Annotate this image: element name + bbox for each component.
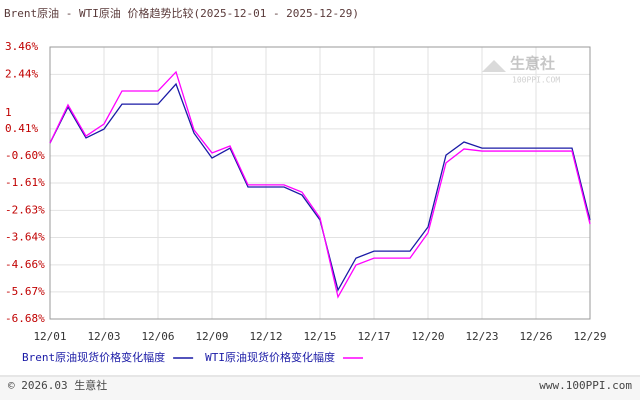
x-tick-label: 12/03 [87, 330, 120, 343]
y-tick-label: 1 [5, 106, 12, 119]
legend-label: WTI原油现货价格变化幅度 [205, 350, 335, 364]
x-tick-label: 12/26 [519, 330, 552, 343]
x-tick-label: 12/29 [573, 330, 606, 343]
y-tick-label: -3.64% [5, 230, 45, 243]
y-tick-label: 2.44% [5, 67, 38, 80]
y-tick-label: -5.67% [5, 285, 45, 298]
logo-icon [482, 60, 506, 72]
y-tick-label: 3.46% [5, 40, 38, 53]
footer-left: © 2026.03 生意社 [8, 378, 107, 392]
y-tick-label: -4.66% [5, 258, 45, 271]
x-tick-label: 12/01 [33, 330, 66, 343]
watermark: 生意社 100PPI.COM [482, 55, 560, 85]
x-tick-label: 12/15 [303, 330, 336, 343]
watermark-sub: 100PPI.COM [512, 76, 560, 85]
y-tick-label: -0.60% [5, 149, 45, 162]
series-line [49, 70, 591, 299]
legend-label: Brent原油现货价格变化幅度 [22, 350, 165, 364]
x-tick-label: 12/20 [411, 330, 444, 343]
footer-band [0, 377, 640, 400]
x-tick-label: 12/06 [141, 330, 174, 343]
y-tick-label: -2.63% [5, 203, 45, 216]
x-tick-label: 12/17 [357, 330, 390, 343]
footer-right: www.100PPI.com [539, 379, 632, 392]
x-tick-label: 12/09 [195, 330, 228, 343]
y-tick-label: 0.41% [5, 122, 38, 135]
plot-frame [49, 46, 591, 320]
y-tick-label: -6.68% [5, 312, 45, 325]
x-tick-label: 12/12 [249, 330, 282, 343]
y-tick-label: -1.61% [5, 176, 45, 189]
watermark-text: 生意社 [510, 55, 555, 73]
x-tick-label: 12/23 [465, 330, 498, 343]
chart-title: Brent原油 - WTI原油 价格趋势比较(2025-12-01 - 2025… [4, 6, 359, 20]
